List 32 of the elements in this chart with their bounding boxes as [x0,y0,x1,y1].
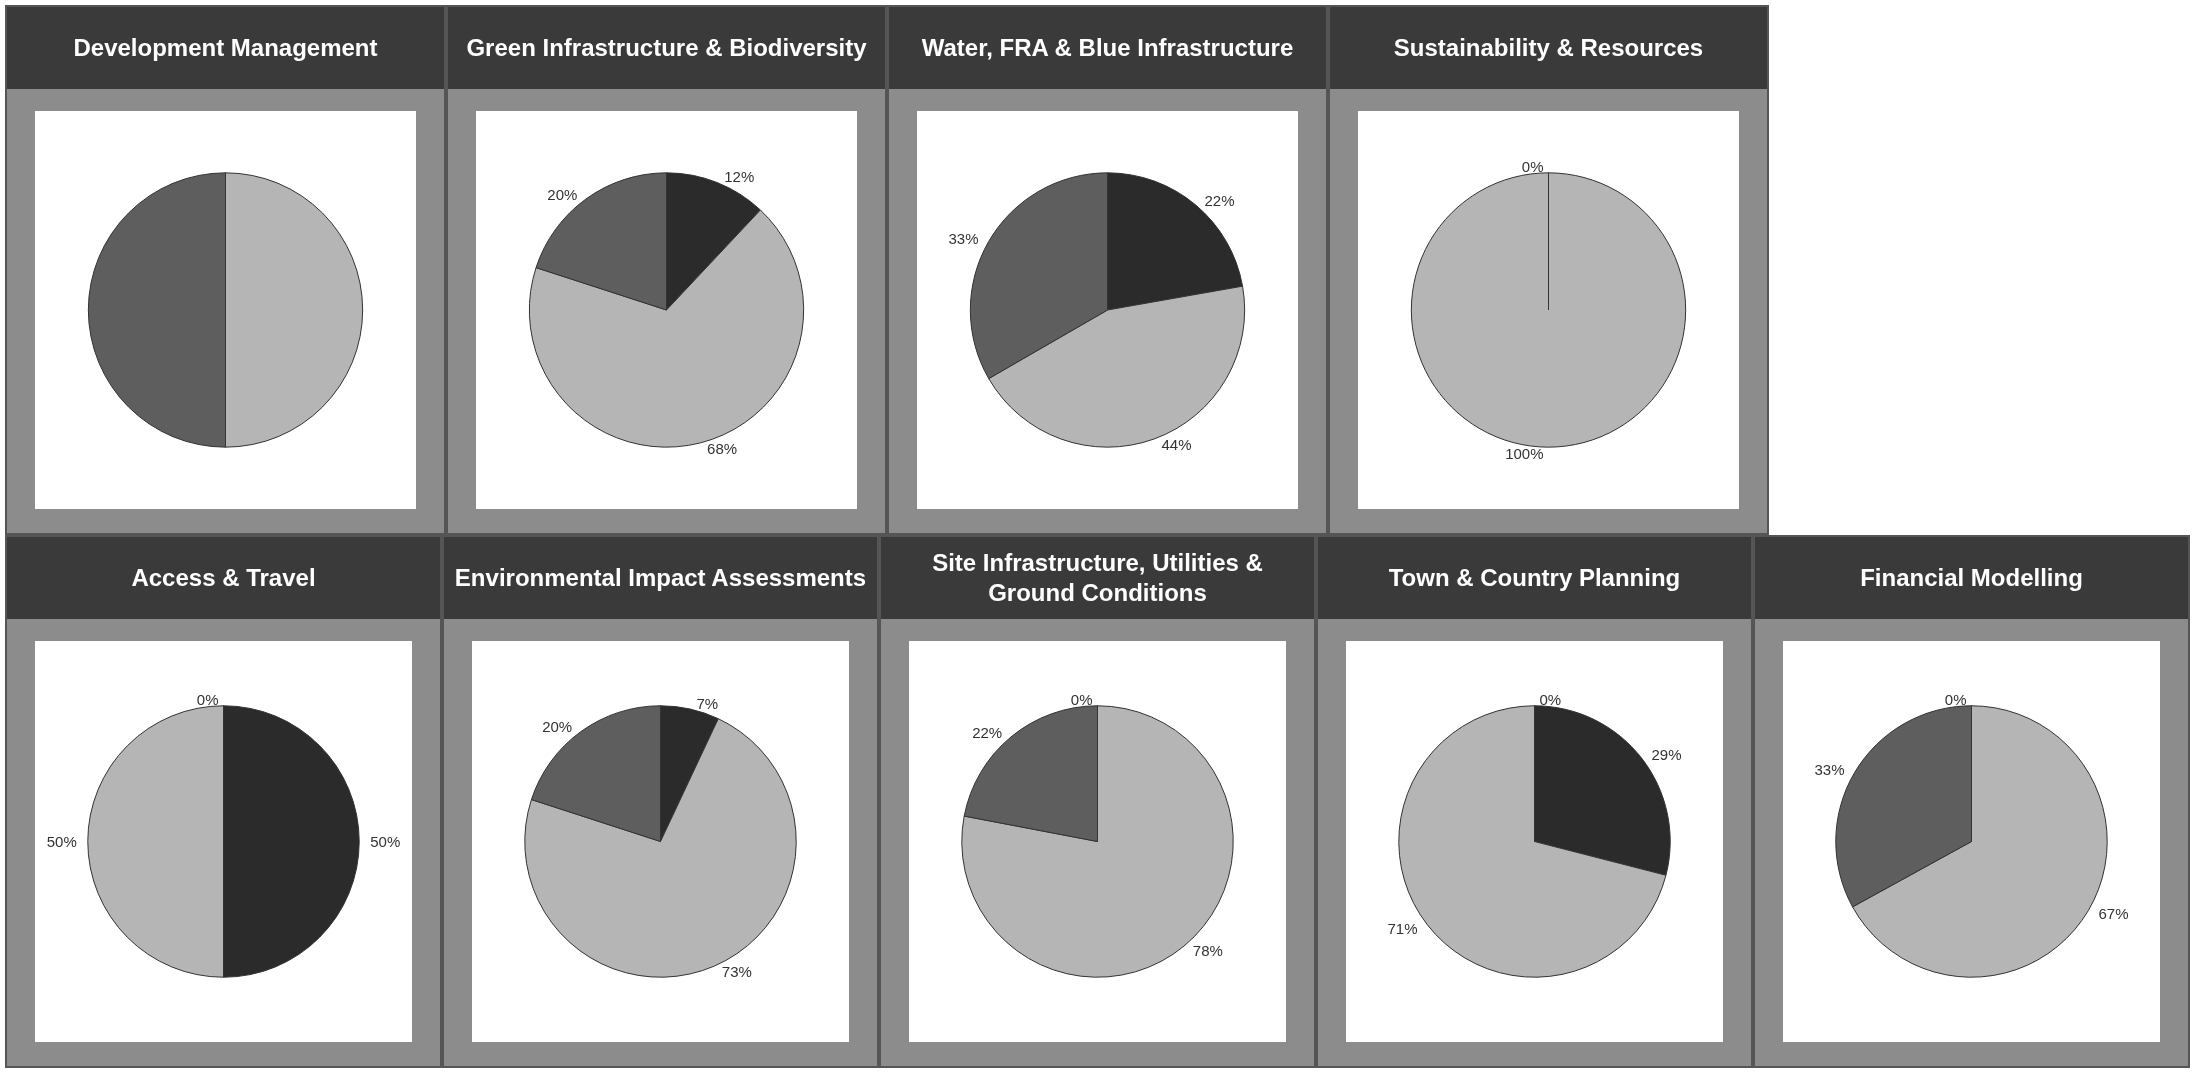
data-label: 71% [1387,919,1418,937]
text: 0% [1521,158,1544,176]
chart-title: Site Infrastructure, Utilities & Ground Conditions [881,537,1314,619]
data-label: 67% [2098,905,2129,923]
text: 0% [1539,691,1562,709]
chart-title: Town & Country Planning [1318,537,1751,619]
data-label: 73% [721,963,752,981]
text: 0% [1070,691,1093,709]
text: 0% [1944,691,1967,709]
chart-title: Green Infrastructure & Biodiversity [448,7,885,89]
data-label: 33% [1814,760,1845,778]
chart-title: Water, FRA & Blue Infrastructure [889,7,1326,89]
data-label: 44% [1161,436,1192,454]
chart-title: Development Management [7,7,444,89]
data-label: 22% [972,723,1003,741]
data-label: 22% [1204,191,1235,209]
data-label: 50% [370,833,401,850]
data-label: 78% [1192,942,1223,960]
data-label: 68% [707,440,738,458]
data-label: 7% [696,694,719,712]
chart-title: Access & Travel [7,537,440,619]
data-label: 33% [948,229,979,247]
data-label: 50% [46,833,77,850]
chart-title: Financial Modelling [1755,537,2188,619]
data-label: 29% [1651,746,1682,764]
data-label: 20% [547,185,578,203]
data-label: 20% [542,718,573,736]
chart-title: Environmental Impact Assessments [444,537,877,619]
data-label: 100% [1505,444,1544,462]
data-label: 12% [724,168,755,186]
chart-title: Sustainability & Resources [1330,7,1767,89]
text: 0% [196,691,219,709]
